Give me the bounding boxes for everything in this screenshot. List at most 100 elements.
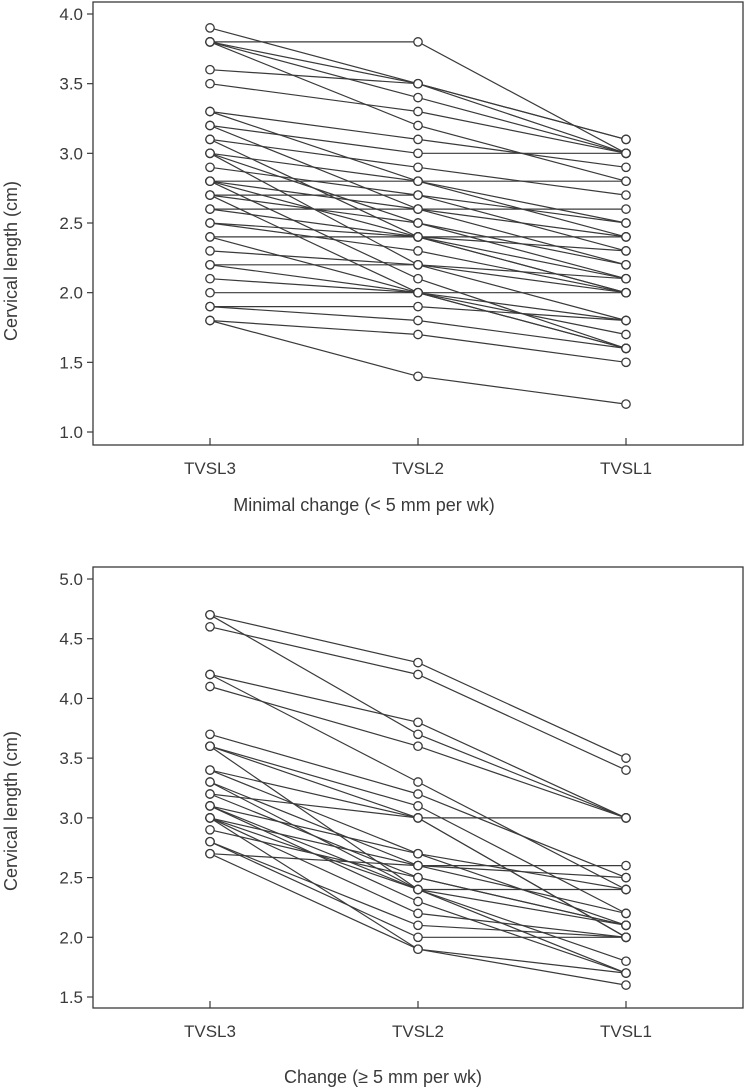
- data-point: [621, 920, 631, 931]
- data-point: [205, 190, 215, 200]
- data-point: [413, 92, 423, 103]
- data-point: [413, 860, 423, 871]
- data-points: [205, 609, 631, 990]
- data-point: [621, 884, 631, 895]
- y-tick-label: 1.5: [59, 353, 83, 372]
- data-point: [205, 315, 215, 326]
- data-point: [413, 908, 423, 919]
- data-point: [205, 148, 215, 159]
- data-point: [413, 148, 423, 159]
- data-point: [413, 801, 423, 811]
- data-point: [205, 669, 215, 680]
- data-point: [621, 932, 631, 943]
- y-axis-label: Cervical length (cm): [1, 731, 21, 891]
- y-tick-label: 2.0: [59, 928, 83, 947]
- data-point: [621, 329, 631, 340]
- data-point: [621, 956, 631, 967]
- data-point: [413, 287, 423, 298]
- data-point: [205, 176, 215, 187]
- data-point: [621, 273, 631, 284]
- data-point: [621, 204, 631, 214]
- y-tick-label: 3.5: [59, 749, 83, 768]
- data-point: [205, 848, 215, 859]
- x-tick-label: TVSL3: [184, 1022, 236, 1041]
- data-point: [621, 218, 631, 228]
- x-tick-label: TVSL2: [392, 459, 444, 478]
- y-tick-label: 3.0: [59, 809, 83, 828]
- y-axis-ticks: 1.5 2.0 2.5 3.0 3.5 4.0 4.5 5.0: [59, 570, 93, 1007]
- data-point: [205, 681, 215, 692]
- data-point: [621, 134, 631, 145]
- data-point: [621, 860, 631, 871]
- data-point: [413, 777, 423, 787]
- data-point: [413, 315, 423, 326]
- data-point: [621, 287, 631, 298]
- data-point: [205, 824, 215, 835]
- data-point: [205, 813, 215, 823]
- data-point: [413, 78, 423, 89]
- data-point: [621, 968, 631, 978]
- data-point: [621, 190, 631, 200]
- data-point: [621, 357, 631, 368]
- data-point: [413, 657, 423, 668]
- data-point: [205, 801, 215, 811]
- data-point: [205, 259, 215, 270]
- data-point: [205, 741, 215, 752]
- data-point: [621, 343, 631, 354]
- y-axis-ticks: 1.0 1.5 2.0 2.5 3.0 3.5 4.0: [59, 5, 93, 442]
- y-axis-label: Cervical length (cm): [1, 181, 21, 341]
- data-point: [413, 884, 423, 895]
- x-axis-ticks: TVSL3 TVSL2 TVSL1: [184, 438, 652, 478]
- data-point: [205, 106, 215, 117]
- data-point: [205, 609, 215, 620]
- data-point: [621, 765, 631, 775]
- data-point: [205, 218, 215, 228]
- data-point: [621, 908, 631, 919]
- data-point: [413, 741, 423, 752]
- data-point: [413, 717, 423, 728]
- data-point: [205, 246, 215, 256]
- data-point: [621, 176, 631, 187]
- data-point: [205, 162, 215, 173]
- y-tick-label: 4.5: [59, 630, 83, 649]
- y-tick-label: 1.5: [59, 988, 83, 1007]
- x-tick-label: TVSL2: [392, 1022, 444, 1041]
- data-point: [413, 932, 423, 943]
- data-point: [621, 148, 631, 159]
- data-point: [205, 23, 215, 33]
- data-point: [413, 729, 423, 740]
- data-point: [621, 259, 631, 270]
- data-point: [413, 789, 423, 799]
- data-point: [205, 64, 215, 75]
- data-point: [205, 836, 215, 847]
- data-point: [413, 259, 423, 270]
- data-point: [413, 246, 423, 256]
- y-tick-label: 2.5: [59, 214, 83, 233]
- data-point: [621, 162, 631, 173]
- data-point: [413, 134, 423, 145]
- data-point: [205, 789, 215, 799]
- data-point: [621, 872, 631, 883]
- data-point: [413, 273, 423, 284]
- minimal-change-panel: 1.0 1.5 2.0 2.5 3.0 3.5 4.0 TVSL3 TVSL2 TVSL1 Ce…: [1, 1, 744, 515]
- data-point: [621, 980, 631, 990]
- data-point: [205, 765, 215, 775]
- data-point: [413, 329, 423, 340]
- series-line: [209, 138, 627, 294]
- data-point: [413, 218, 423, 228]
- y-tick-label: 5.0: [59, 570, 83, 589]
- data-point: [413, 204, 423, 214]
- data-point: [205, 204, 215, 214]
- series-line: [209, 614, 627, 819]
- data-point: [205, 120, 215, 131]
- data-point: [205, 729, 215, 740]
- y-tick-label: 2.0: [59, 284, 83, 303]
- data-point: [413, 813, 423, 823]
- x-axis-label: Minimal change (< 5 mm per wk): [233, 495, 495, 515]
- data-point: [621, 246, 631, 256]
- y-tick-label: 4.0: [59, 5, 83, 24]
- data-point: [413, 920, 423, 931]
- data-point: [621, 753, 631, 763]
- data-point: [205, 621, 215, 632]
